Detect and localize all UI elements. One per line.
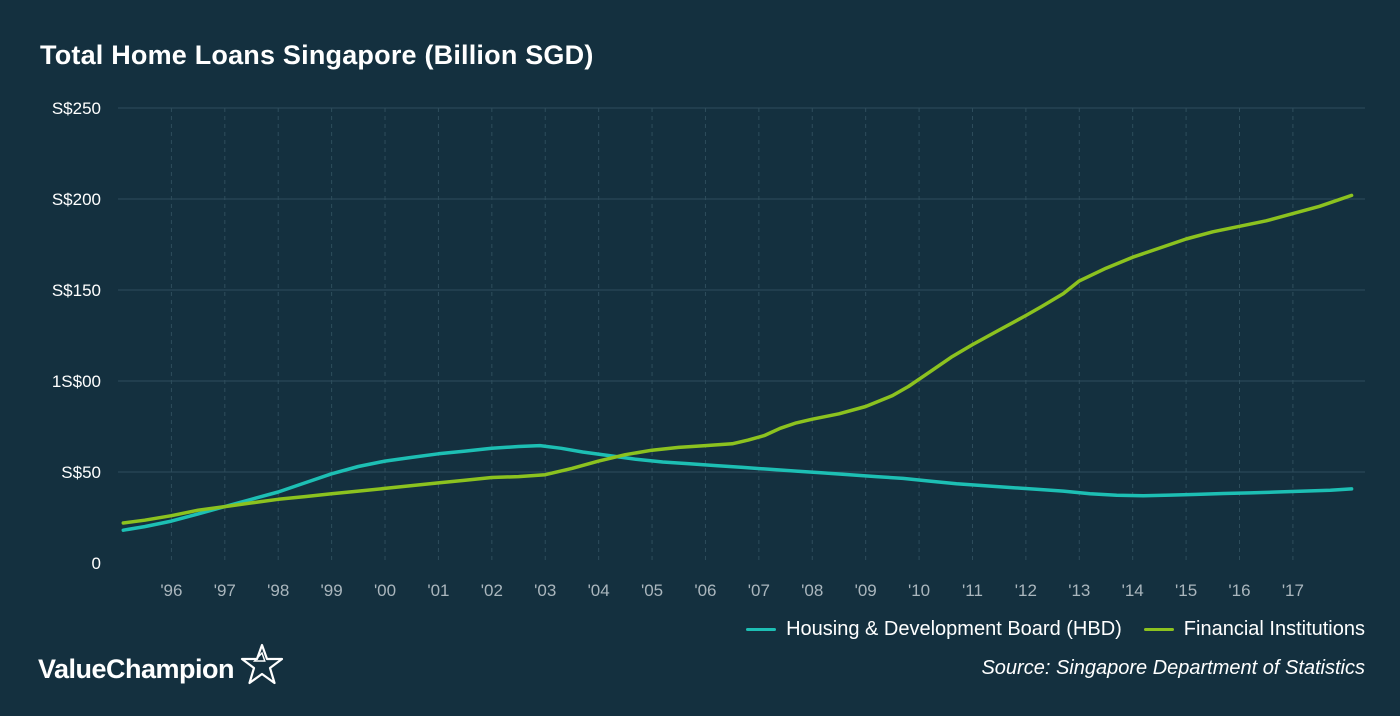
x-tick-label: '13 xyxy=(1068,581,1090,600)
y-tick-label: S$250 xyxy=(52,99,101,118)
legend-swatch-hdb xyxy=(746,628,777,631)
y-tick-label: 1S$00 xyxy=(52,372,101,391)
legend-label-hdb: Housing & Development Board (HBD) xyxy=(786,618,1122,640)
x-tick-label: '02 xyxy=(481,581,503,600)
grid-layer xyxy=(118,107,1365,563)
x-tick-label: '00 xyxy=(374,581,396,600)
x-tick-label: '04 xyxy=(588,581,610,600)
x-tick-label: '09 xyxy=(855,581,877,600)
x-tick-label: '14 xyxy=(1122,581,1144,600)
y-tick-label: S$200 xyxy=(52,190,101,209)
source-note: Source: Singapore Department of Statisti… xyxy=(981,657,1365,679)
x-tick-label: '03 xyxy=(534,581,556,600)
chart-legend: Housing & Development Board (HBD) Financ… xyxy=(724,618,1365,641)
x-tick-label: '01 xyxy=(427,581,449,600)
legend-item-hdb[interactable]: Housing & Development Board (HBD) xyxy=(746,618,1122,641)
y-tick-label: S$150 xyxy=(52,281,101,300)
legend-item-financial-institutions[interactable]: Financial Institutions xyxy=(1143,618,1365,641)
x-tick-label: '05 xyxy=(641,581,663,600)
brand-logo[interactable]: ValueChampion xyxy=(38,643,284,686)
x-tick-label: '08 xyxy=(801,581,823,600)
y-tick-label: S$50 xyxy=(61,463,101,482)
x-tick-label: '11 xyxy=(962,581,983,600)
x-tick-label: '98 xyxy=(267,581,289,600)
y-tick-label: 0 xyxy=(92,554,101,573)
legend-swatch-financial-institutions xyxy=(1143,628,1174,631)
x-tick-label: '96 xyxy=(160,581,182,600)
x-tick-label: '16 xyxy=(1228,581,1250,600)
x-tick-label: '99 xyxy=(321,581,343,600)
legend-label-financial-institutions: Financial Institutions xyxy=(1183,618,1365,640)
axis-layer: 0 S$50 1S$00 S$150 S$200 S$250 '96 '97 '98 '99 '00… xyxy=(52,99,1304,600)
x-tick-label: '10 xyxy=(908,581,930,600)
star-outline-icon xyxy=(240,643,284,685)
x-tick-label: '07 xyxy=(748,581,770,600)
x-tick-label: '17 xyxy=(1282,581,1304,600)
brand-name: ValueChampion xyxy=(38,653,235,684)
x-tick-label: '97 xyxy=(214,581,236,600)
series-line-hdb xyxy=(121,443,1354,532)
series-layer xyxy=(121,193,1354,532)
x-tick-label: '12 xyxy=(1015,581,1037,600)
chart-title: Total Home Loans Singapore (Billion SGD) xyxy=(40,40,594,70)
series-line-financial-institutions xyxy=(121,193,1354,525)
x-tick-label: '15 xyxy=(1175,581,1197,600)
x-tick-label: '06 xyxy=(694,581,716,600)
